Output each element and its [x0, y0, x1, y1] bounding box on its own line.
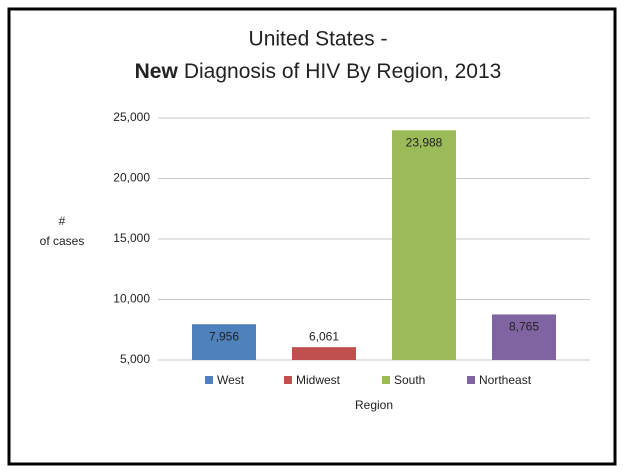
legend-label: Northeast [479, 373, 532, 387]
frame [7, 7, 617, 466]
y-tick-label: 25,000 [113, 110, 150, 124]
data-label: 23,988 [406, 135, 443, 149]
data-label: 7,956 [209, 329, 239, 343]
legend-label: Midwest [296, 373, 341, 387]
bar [392, 130, 456, 360]
y-axis-label: # [59, 214, 66, 228]
y-axis-label: of cases [40, 234, 85, 248]
y-tick-label: 5,000 [120, 352, 150, 366]
legend-swatch [205, 376, 213, 384]
data-label: 6,061 [309, 329, 339, 343]
chart-title-bold: New [135, 60, 179, 83]
chart-title: New Diagnosis of HIV By Region, 2013 [135, 60, 502, 83]
x-axis-label: Region [355, 398, 393, 412]
bar [192, 324, 256, 360]
y-tick-label: 10,000 [113, 292, 150, 306]
y-tick-label: 20,000 [113, 171, 150, 185]
legend-label: South [394, 373, 425, 387]
data-label: 8,765 [509, 320, 539, 334]
legend-label: West [217, 373, 245, 387]
chart-title: United States - [249, 28, 388, 51]
chart-title-rest: Diagnosis of HIV By Region, 2013 [184, 60, 502, 83]
legend-swatch [382, 376, 390, 384]
bar [292, 347, 356, 360]
legend-swatch [467, 376, 475, 384]
bar [492, 314, 556, 360]
legend-swatch [284, 376, 292, 384]
y-tick-label: 15,000 [113, 231, 150, 245]
